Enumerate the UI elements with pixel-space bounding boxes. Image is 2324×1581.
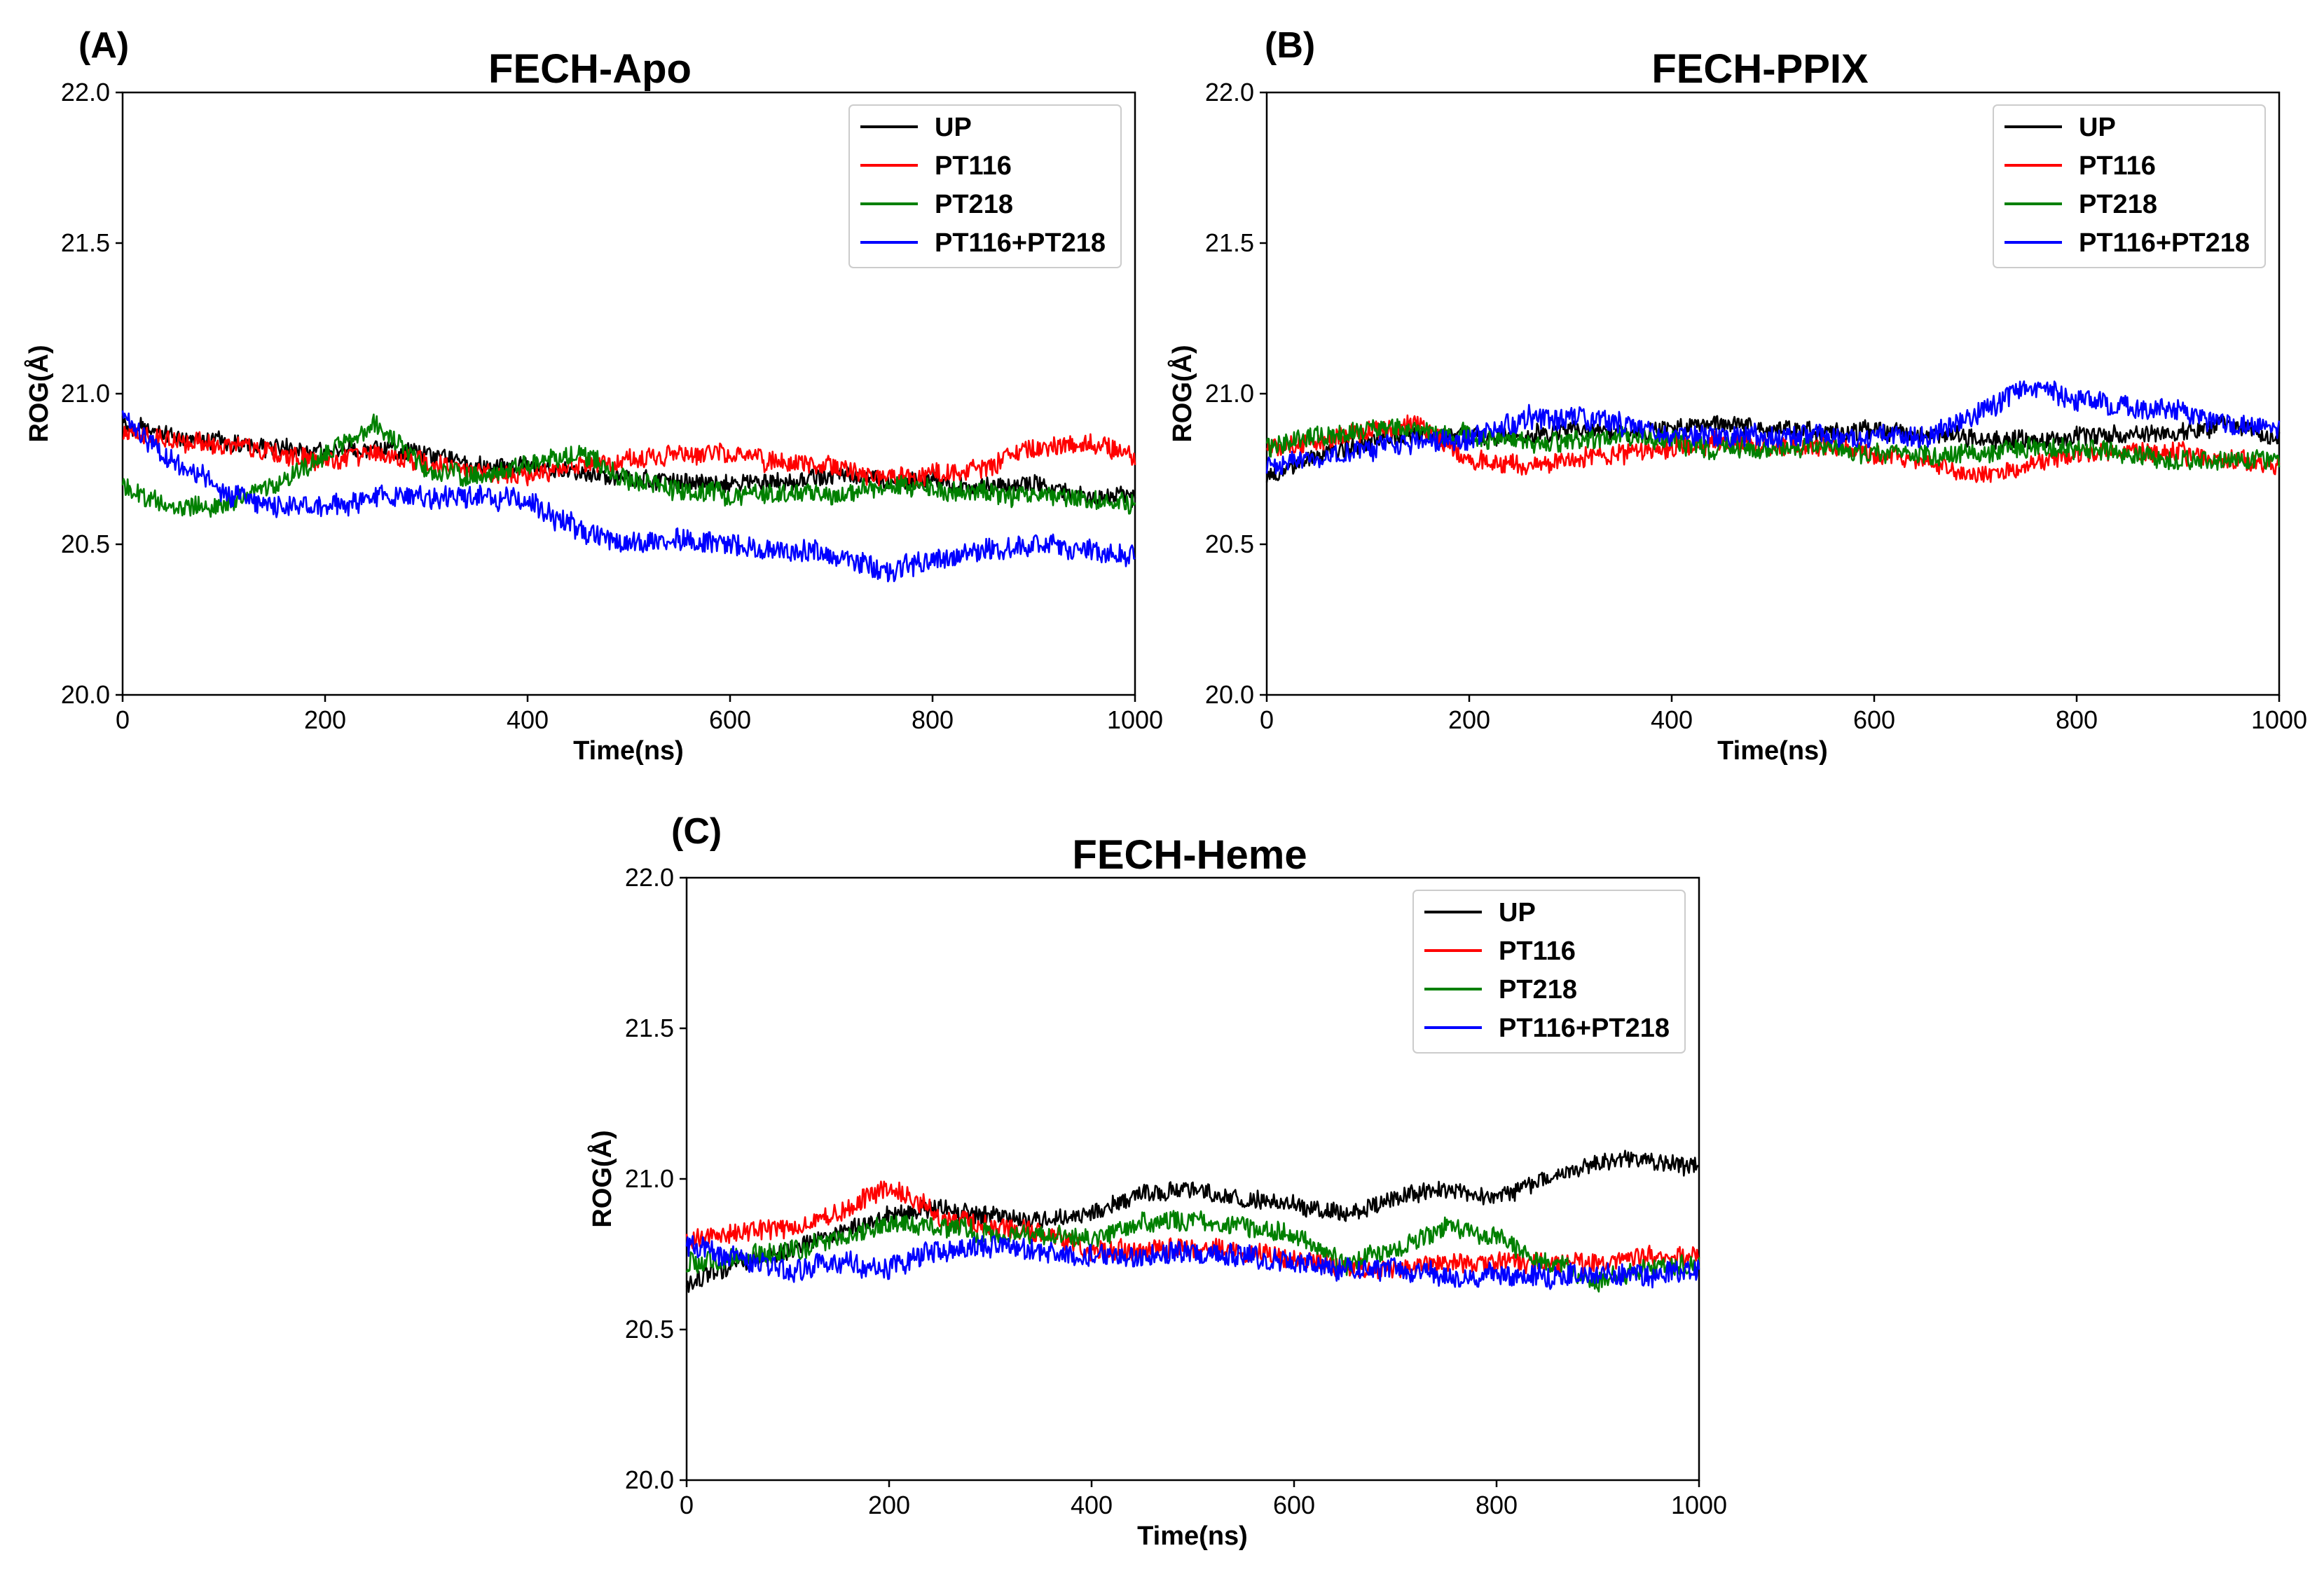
x-tick-label: 800 — [1476, 1491, 1518, 1519]
x-tick-label: 200 — [304, 705, 346, 734]
y-tick-label: 22.0 — [625, 863, 674, 892]
y-tick-label: 20.5 — [1205, 530, 1254, 558]
y-tick-label: 22.0 — [1205, 78, 1254, 106]
y-tick-label: 20.5 — [61, 530, 110, 558]
y-axis-label-a: ROG(Å) — [23, 345, 54, 442]
x-tick-label: 1000 — [1107, 705, 1163, 734]
panel-a: (A) FECH-Apo 0 200 400 600 800 1000 20.0 20.5 21… — [23, 25, 1163, 766]
x-tick-label: 600 — [1853, 705, 1895, 734]
y-tick-label: 20.0 — [1205, 680, 1254, 709]
y-tick-label: 21.5 — [1205, 228, 1254, 257]
y-tick-label: 21.0 — [61, 379, 110, 408]
y-tick-label: 20.0 — [625, 1465, 674, 1494]
chart-title-b: FECH-PPIX — [1651, 46, 1869, 92]
legend-label-pt218-b: PT218 — [2079, 190, 2157, 219]
y-tick-label: 21.0 — [625, 1164, 674, 1193]
legend-label-up-b: UP — [2079, 113, 2116, 142]
series-line-pt218 — [685, 1210, 1700, 1293]
y-tick-label: 21.0 — [1205, 379, 1254, 408]
x-axis-label-b: Time(ns) — [1717, 736, 1828, 766]
y-tick-label: 21.5 — [625, 1014, 674, 1042]
panel-b: (B) FECH-PPIX 0 200 400 600 800 1000 20.0 20.5 2… — [1167, 25, 2307, 766]
legend-a: UP PT116 PT218 PT116+PT218 — [848, 104, 1122, 268]
legend-label-pt116-pt218-c: PT116+PT218 — [1499, 1014, 1670, 1043]
ticks-group-c: 0 200 400 600 800 1000 20.0 20.5 21.0 21.5 22.0 — [625, 863, 1727, 1519]
legend-label-pt116-pt218-b: PT116+PT218 — [2079, 228, 2250, 258]
series-group-a — [121, 410, 1136, 583]
x-axis-label-c: Time(ns) — [1137, 1521, 1248, 1551]
x-tick-label: 0 — [1260, 705, 1274, 734]
legend-box-a — [848, 104, 1122, 268]
legend-label-pt116-b: PT116 — [2079, 151, 2156, 181]
panel-label-a: (A) — [78, 25, 129, 66]
series-line-pt116-pt218 — [685, 1235, 1700, 1290]
x-tick-label: 200 — [868, 1491, 910, 1519]
series-line-pt116-pt218 — [1265, 380, 2281, 476]
y-tick-label: 20.5 — [625, 1315, 674, 1344]
series-line-pt116 — [122, 422, 1136, 487]
panel-label-b: (B) — [1265, 25, 1315, 66]
x-tick-label: 400 — [1071, 1491, 1113, 1519]
x-tick-label: 600 — [1273, 1491, 1315, 1519]
ticks-group-b: 0 200 400 600 800 1000 20.0 20.5 21.0 21.5 22.0 — [1205, 78, 2307, 734]
series-group-c — [685, 1149, 1700, 1293]
legend-label-up-a: UP — [935, 113, 972, 142]
panel-label-c: (C) — [671, 811, 722, 852]
legend-label-pt218-a: PT218 — [935, 190, 1013, 219]
legend-c: UP PT116 PT218 PT116+PT218 — [1412, 890, 1686, 1054]
x-tick-label: 400 — [1651, 705, 1693, 734]
x-tick-label: 800 — [2056, 705, 2098, 734]
y-tick-label: 20.0 — [61, 680, 110, 709]
x-axis-label-a: Time(ns) — [573, 736, 684, 766]
legend-label-pt218-c: PT218 — [1499, 975, 1577, 1004]
legend-b: UP PT116 PT218 PT116+PT218 — [1993, 104, 2266, 268]
series-group-b — [1265, 380, 2281, 483]
y-axis-label-b: ROG(Å) — [1167, 345, 1197, 442]
legend-label-pt116-a: PT116 — [935, 151, 1012, 181]
legend-label-up-c: UP — [1499, 898, 1536, 927]
x-tick-label: 1000 — [1671, 1491, 1727, 1519]
y-tick-label: 21.5 — [61, 228, 110, 257]
chart-title-a: FECH-Apo — [488, 46, 692, 92]
x-tick-label: 800 — [912, 705, 954, 734]
series-line-pt218 — [121, 413, 1136, 518]
x-tick-label: 400 — [507, 705, 549, 734]
legend-box-c — [1412, 890, 1686, 1054]
legend-box-b — [1993, 104, 2266, 268]
chart-title-c: FECH-Heme — [1072, 832, 1307, 878]
series-line-up — [685, 1149, 1700, 1293]
legend-label-pt116-c: PT116 — [1499, 937, 1576, 966]
legend-label-pt116-pt218-a: PT116+PT218 — [935, 228, 1106, 258]
x-tick-label: 0 — [680, 1491, 694, 1519]
x-tick-label: 0 — [116, 705, 130, 734]
y-axis-label-c: ROG(Å) — [586, 1130, 617, 1227]
x-tick-label: 200 — [1448, 705, 1490, 734]
ticks-group-a: 0 200 400 600 800 1000 20.0 20.5 21.0 21.5 22.0 — [61, 78, 1163, 734]
series-line-up — [121, 416, 1136, 509]
series-line-pt116-pt218 — [121, 410, 1136, 583]
panel-c: (C) FECH-Heme 0 200 400 600 800 1000 20.0 20.5 2… — [586, 811, 1727, 1551]
x-tick-label: 1000 — [2251, 705, 2307, 734]
y-tick-label: 22.0 — [61, 78, 110, 106]
x-tick-label: 600 — [709, 705, 751, 734]
